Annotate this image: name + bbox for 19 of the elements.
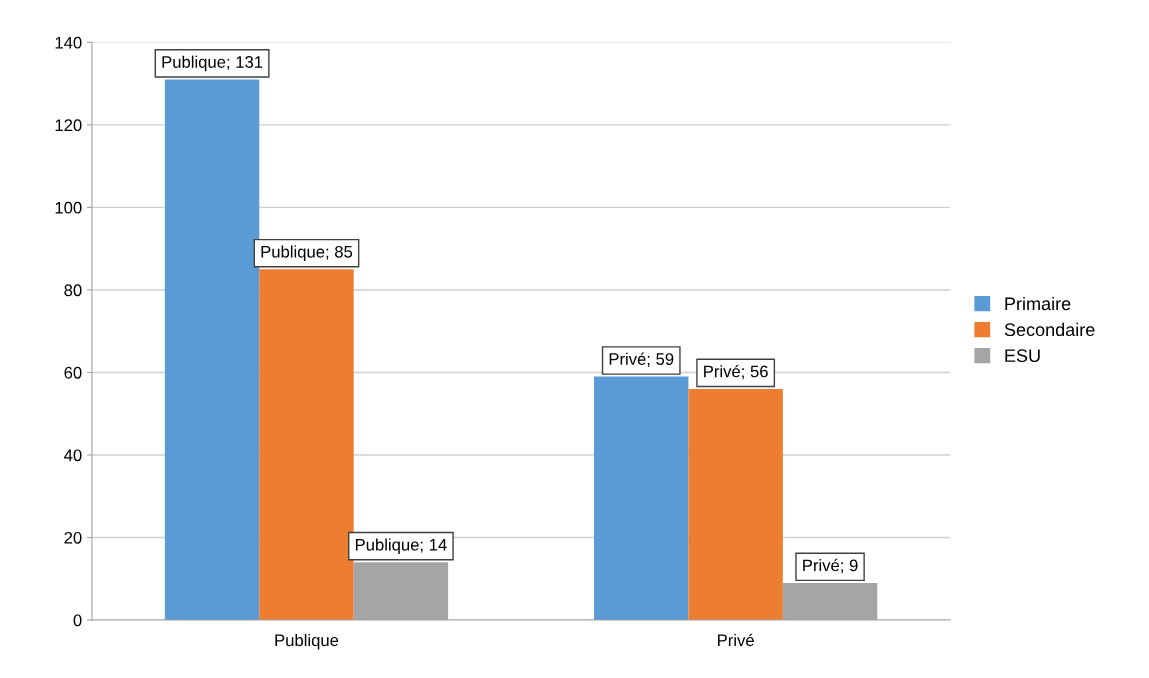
y-tick-label: 100 bbox=[55, 201, 82, 214]
data-label: Privé; 56 bbox=[704, 364, 768, 380]
legend-label: Primaire bbox=[1005, 296, 1071, 311]
data-label: Publique; 85 bbox=[261, 245, 353, 261]
y-tick-label: 80 bbox=[64, 284, 82, 297]
y-tick-label: 120 bbox=[55, 119, 82, 132]
data-label: Privé; 59 bbox=[609, 352, 674, 367]
data-label: Privé; 9 bbox=[803, 558, 858, 574]
y-tick-label: 140 bbox=[55, 36, 82, 49]
y-tick-label: 60 bbox=[64, 366, 82, 379]
x-tick-label: Privé bbox=[718, 633, 754, 647]
y-tick-label: 40 bbox=[64, 449, 82, 462]
y-tick-label: 0 bbox=[73, 614, 82, 627]
x-tick-label: Publique bbox=[275, 633, 339, 650]
data-label: Publique; 14 bbox=[355, 538, 447, 554]
y-tick-label: 20 bbox=[64, 531, 82, 544]
legend-label: ESU bbox=[1005, 349, 1040, 363]
data-label: Publique; 131 bbox=[162, 55, 263, 72]
legend-label: Secondaire bbox=[1004, 322, 1095, 337]
